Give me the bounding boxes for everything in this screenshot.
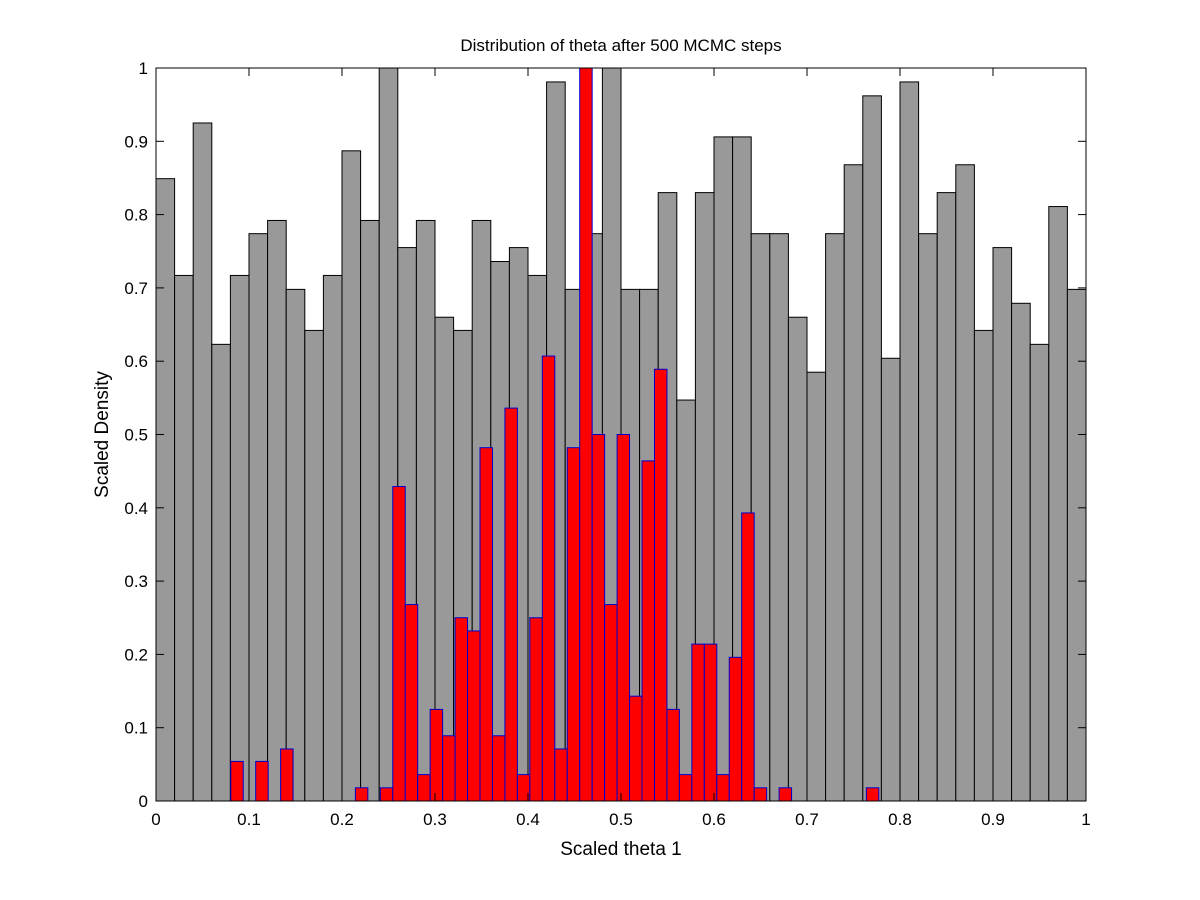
y-tick-label: 0.4 [124,499,148,518]
posterior-bar [554,748,568,802]
x-tick-label: 1 [1081,810,1090,829]
prior-bar [806,371,827,802]
posterior-bar [429,708,444,802]
x-tick-label: 0.4 [516,810,540,829]
posterior-bar [778,787,793,802]
prior-bar [899,81,920,802]
x-tick-label: 0.9 [981,810,1005,829]
posterior-bar [741,512,755,802]
posterior-bar [666,708,680,802]
posterior-bar [417,774,431,802]
y-tick-label: 0.3 [124,572,148,591]
y-tick-label: 0.7 [124,279,148,298]
posterior-bar [354,787,369,802]
x-tick-label: 0.3 [423,810,447,829]
y-tick-label: 0.9 [124,132,148,151]
posterior-bar [566,447,581,802]
posterior-bar [616,434,631,802]
posterior-bar [255,760,269,802]
posterior-bar [579,67,593,802]
x-tick-label: 0.1 [237,810,261,829]
posterior-bar [379,787,394,802]
x-axis-ticks: 0 0.1 0.2 0.3 0.4 0.5 0.6 0.7 0.8 0.9 1 [151,68,1091,829]
x-tick-label: 0.2 [330,810,354,829]
x-tick-label: 0.6 [702,810,726,829]
prior-bar [918,233,938,802]
prior-bar [248,233,269,802]
prior-bar [843,164,864,802]
posterior-bar [504,407,518,802]
posterior-bar [865,787,880,802]
x-tick-label: 0.8 [888,810,912,829]
posterior-bar [641,460,655,802]
posterior-bars [230,67,880,802]
posterior-bar [491,735,506,802]
prior-bar [769,233,789,802]
posterior-bar [230,760,244,802]
prior-bar [1029,343,1050,802]
posterior-bar [392,486,406,802]
prior-bar [192,122,213,802]
prior-bar [992,247,1013,802]
prior-bar [1048,206,1068,802]
posterior-bar [442,735,456,802]
prior-bar [174,274,194,802]
posterior-bar [467,630,481,802]
posterior-bar [529,617,543,802]
prior-bar [955,164,975,802]
posterior-bar [703,643,718,802]
prior-bar [360,219,380,802]
prior-bar [267,219,287,802]
prior-bar [973,329,994,802]
prior-bar [936,192,957,802]
prior-bar [229,274,250,802]
prior-bar [825,233,845,802]
y-tick-label: 0.2 [124,645,148,664]
posterior-bar [678,774,693,802]
x-tick-label: 0.7 [795,810,819,829]
prior-bar [304,329,324,802]
prior-bar [155,178,176,802]
y-tick-label: 0.1 [124,719,148,738]
prior-bar [285,288,306,802]
y-axis-label: Scaled Density [92,371,113,498]
posterior-bar [691,643,705,802]
y-tick-label: 0.5 [124,426,148,445]
y-axis-ticks: 0 0.1 0.2 0.3 0.4 0.5 0.6 0.7 0.8 0.9 1 [124,59,1086,811]
x-axis-label: Scaled theta 1 [560,839,681,860]
x-tick-label: 0.5 [609,810,633,829]
posterior-bar [404,604,419,802]
posterior-bar [541,355,556,802]
chart-title: Distribution of theta after 500 MCMC ste… [460,36,781,55]
posterior-bar [604,604,618,802]
prior-bar [341,150,362,802]
x-tick-label: 0 [151,810,160,829]
posterior-bar [728,656,743,802]
posterior-bar [653,368,668,802]
posterior-bar [716,774,730,802]
posterior-bar [454,617,469,802]
prior-bar [787,316,808,802]
posterior-bar [753,787,768,802]
prior-bar [322,274,343,802]
posterior-bar [591,434,606,802]
y-tick-label: 0.6 [124,352,148,371]
prior-bar [1011,302,1031,802]
posterior-bar [479,447,493,802]
prior-bar [880,357,901,802]
y-tick-label: 0 [139,792,148,811]
prior-bar [862,95,882,802]
prior-bar [211,343,231,802]
y-tick-label: 1 [139,59,148,78]
prior-bar [1066,288,1087,802]
posterior-bar [629,695,643,802]
y-tick-label: 0.8 [124,206,148,225]
posterior-bar [280,748,294,802]
